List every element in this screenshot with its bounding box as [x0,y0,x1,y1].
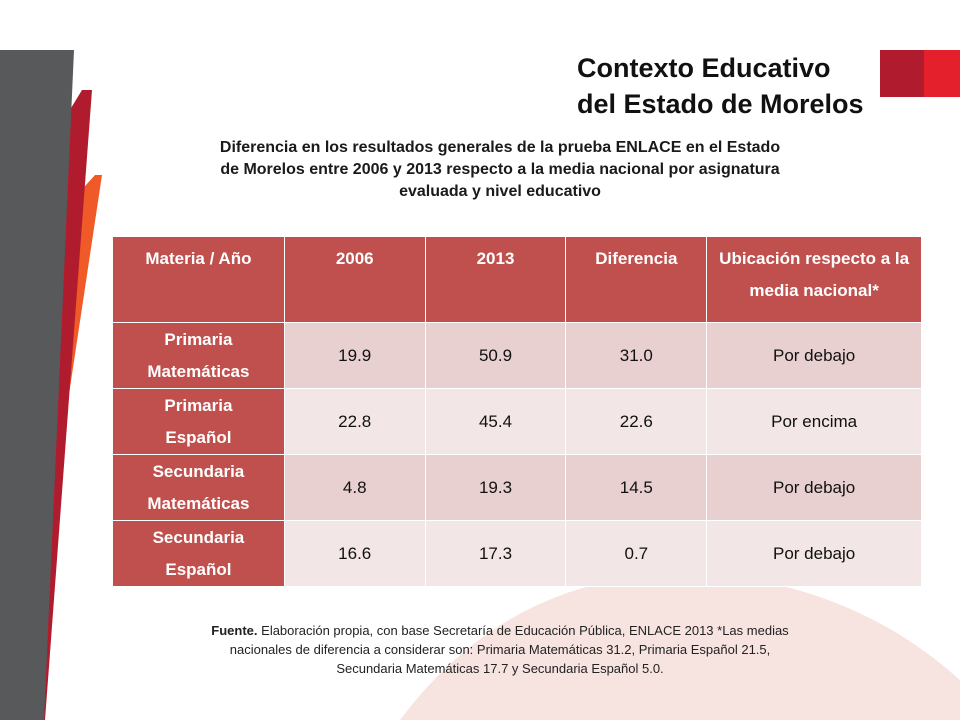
table-cell: 14.5 [565,454,708,521]
background-arc-shape [400,573,960,720]
table-caption: Diferencia en los resultados generales d… [150,137,850,203]
gray-stripe-shape [0,50,74,720]
row-header-line: Primaria [164,329,233,349]
column-header: Materia / Año [112,236,285,323]
table-cell: 19.9 [283,322,426,389]
table-cell: 4.8 [283,454,426,521]
row-header-line: Español [165,427,232,447]
caption-line: de Morelos entre 2006 y 2013 respecto a … [220,161,780,178]
row-header-line: Secundaria [152,461,245,481]
caption-line: evaluada y nivel educativo [399,183,601,200]
row-header-line: Matemáticas [147,493,250,513]
caption-line: Diferencia en los resultados generales d… [219,139,781,156]
row-header-line: Matemáticas [147,361,250,381]
table-row: Secundaria Matemáticas 4.8 19.3 14.5 Por… [112,454,922,521]
table-cell: 17.3 [424,520,567,587]
row-header: Primaria Matemáticas [112,322,285,389]
row-header: Secundaria Español [112,520,285,587]
source-text: Elaboración propia, con base Secretaría … [257,623,789,638]
table-cell: 50.9 [424,322,567,389]
table-row: Primaria Español 22.8 45.4 22.6 Por enci… [112,388,922,455]
row-header-line: Secundaria [152,527,245,547]
corner-square-left-shape [880,50,924,97]
table-row: Secundaria Español 16.6 17.3 0.7 Por deb… [112,520,922,587]
column-header: 2006 [283,236,426,323]
table-cell: 19.3 [424,454,567,521]
column-header: 2013 [424,236,567,323]
table-cell: 0.7 [565,520,708,587]
table-cell: Por encima [706,388,922,455]
table-cell: 22.8 [283,388,426,455]
results-table: Materia / Año 2006 2013 Diferencia Ubica… [112,236,922,587]
row-header-line: Primaria [164,395,233,415]
table-cell: 45.4 [424,388,567,455]
slide-title: Contexto Educativo del Estado de Morelos [577,50,864,122]
source-note: Fuente. Elaboración propia, con base Sec… [150,621,850,678]
column-header: Ubicación respecto a la media nacional* [706,236,922,323]
table-header-row: Materia / Año 2006 2013 Diferencia Ubica… [112,236,922,323]
table-cell: Por debajo [706,322,922,389]
title-line: Contexto Educativo [577,53,831,83]
row-header: Primaria Español [112,388,285,455]
column-header: Diferencia [565,236,708,323]
table-cell: 31.0 [565,322,708,389]
row-header-line: Español [165,559,232,579]
table-cell: 16.6 [283,520,426,587]
table-cell: 22.6 [565,388,708,455]
table-cell: Por debajo [706,454,922,521]
source-label: Fuente. [211,623,258,638]
source-line: nacionales de diferencia a considerar so… [229,642,771,657]
row-header: Secundaria Matemáticas [112,454,285,521]
source-line: Secundaria Matemáticas 17.7 y Secundaria… [336,661,664,676]
table-row: Primaria Matemáticas 19.9 50.9 31.0 Por … [112,322,922,389]
corner-square-right-shape [924,50,960,97]
source-line: Fuente. Elaboración propia, con base Sec… [150,621,850,640]
title-line: del Estado de Morelos [577,89,864,119]
table-cell: Por debajo [706,520,922,587]
